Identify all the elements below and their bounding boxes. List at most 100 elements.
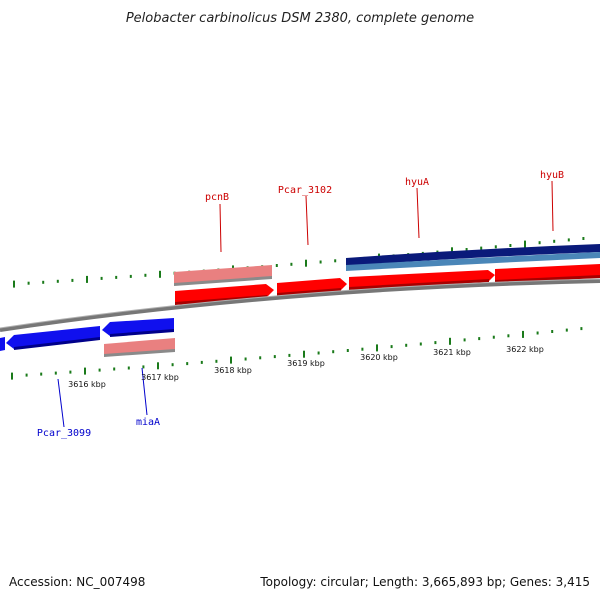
lower-track-tick — [98, 368, 101, 372]
lower-track-tick — [40, 372, 43, 376]
scale-label-3619: 3619 kbp — [287, 359, 325, 368]
gene-label-hyuA[interactable]: hyuA — [405, 177, 429, 188]
gene-arrow-miaA[interactable] — [102, 318, 174, 337]
lower-track-tick — [463, 338, 466, 342]
upper-track-tick — [13, 280, 15, 288]
lower-track-tick — [405, 343, 408, 347]
lower-track-tick — [580, 327, 583, 331]
upper-track-tick — [159, 270, 161, 278]
lower-track-tick — [449, 337, 451, 345]
lower-track-tick — [230, 356, 232, 364]
upper-track-tick — [480, 246, 483, 250]
lower-track-tick — [113, 367, 116, 371]
gene-arrow-pcar3102[interactable] — [277, 278, 347, 296]
upper-track-tick — [275, 264, 278, 267]
leader-hyuB — [551, 180, 554, 232]
upper-track-tick — [334, 259, 337, 263]
genome-backbone-highlight — [0, 278, 600, 329]
upper-track-tick — [71, 278, 74, 282]
lower-track-tick — [522, 330, 524, 338]
lower-track-tick — [200, 360, 203, 364]
lower-track-tick — [346, 349, 349, 352]
upper-track-tick — [319, 260, 322, 264]
gene-arrow-pcar3099[interactable] — [6, 326, 100, 350]
light-red-feature-top[interactable] — [174, 265, 272, 284]
lower-track-tick — [171, 363, 174, 367]
lower-track-tick — [244, 357, 247, 361]
upper-track-tick — [567, 238, 570, 242]
gene-arrow-hyuA[interactable] — [349, 270, 495, 290]
lower-track-tick — [551, 330, 554, 333]
upper-track-tick — [56, 279, 59, 283]
upper-track-tick — [524, 240, 526, 248]
accession-text: Accession: NC_007498 — [9, 575, 145, 589]
lower-track-tick — [361, 347, 364, 351]
steel-blue-band[interactable] — [346, 252, 600, 271]
upper-track-tick — [538, 241, 541, 245]
gene-label-pcar3099[interactable]: Pcar_3099 — [37, 428, 91, 439]
lower-track-tick — [478, 337, 481, 341]
gene-label-pcnB[interactable]: pcnB — [205, 192, 229, 203]
dark-blue-band[interactable] — [346, 244, 600, 266]
gene-arrow-left-edge[interactable] — [0, 337, 5, 351]
upper-track-tick — [27, 281, 30, 285]
genome-backbone — [0, 279, 600, 332]
lower-track-tick — [565, 328, 568, 332]
lower-track-tick — [259, 356, 262, 360]
lower-track-tick — [376, 344, 378, 352]
lower-track-tick — [317, 351, 320, 355]
gene-label-hyuB[interactable]: hyuB — [540, 170, 564, 181]
lower-tick-track — [11, 327, 583, 380]
lower-track-tick — [186, 362, 189, 366]
scale-label-3617: 3617 kbp — [141, 373, 179, 382]
upper-track-tick — [509, 244, 512, 247]
lower-track-tick — [303, 350, 305, 358]
scale-label-3622: 3622 kbp — [506, 345, 544, 354]
lower-track-tick — [536, 331, 539, 335]
lower-track-tick — [54, 371, 57, 375]
upper-track-tick — [305, 259, 307, 267]
upper-track-tick — [494, 245, 497, 249]
leader-pcnB — [219, 203, 222, 253]
lower-track-tick — [215, 359, 218, 363]
lower-track-tick — [11, 372, 13, 380]
upper-track-tick — [582, 237, 585, 240]
upper-track-tick — [129, 274, 132, 278]
lower-track-tick — [332, 350, 335, 354]
upper-track-tick — [100, 276, 103, 280]
leader-hyuA — [416, 187, 420, 239]
scale-label-3620: 3620 kbp — [360, 353, 398, 362]
genome-summary-text: Topology: circular; Length: 3,665,893 bp… — [259, 575, 590, 589]
light-red-feature-bottom-shadow — [104, 349, 175, 357]
upper-track-tick — [86, 275, 88, 283]
upper-track-tick — [115, 275, 118, 279]
lower-track-tick — [507, 334, 510, 338]
lower-track-tick — [25, 373, 28, 377]
genome-title: Pelobacter carbinolicus DSM 2380, comple… — [126, 11, 474, 26]
upper-track-tick — [465, 248, 468, 251]
gene-label-miaA[interactable]: miaA — [136, 417, 160, 428]
upper-track-tick — [451, 247, 453, 255]
leader-miaA — [141, 367, 148, 416]
scale-label-3618: 3618 kbp — [214, 366, 252, 375]
leader-pcar3099 — [57, 378, 65, 428]
light-red-feature-top-shadow — [174, 276, 272, 286]
lower-track-tick — [273, 355, 276, 359]
lower-track-tick — [434, 341, 437, 345]
lower-track-tick — [390, 345, 393, 349]
lower-track-tick — [84, 367, 86, 375]
lower-track-tick — [142, 365, 145, 369]
lower-track-tick — [419, 342, 422, 346]
scale-label-3616: 3616 kbp — [68, 380, 106, 389]
upper-track-tick — [290, 262, 293, 266]
upper-track-tick — [144, 273, 147, 277]
lower-track-tick — [288, 353, 291, 357]
gene-label-pcar3102[interactable]: Pcar_3102 — [278, 185, 332, 196]
scale-label-3621: 3621 kbp — [433, 348, 471, 357]
lower-track-tick — [157, 362, 159, 370]
lower-track-tick — [492, 335, 495, 339]
gene-arrow-pcnB[interactable] — [175, 284, 274, 305]
upper-track-tick — [42, 280, 45, 284]
lower-track-tick — [69, 370, 72, 374]
